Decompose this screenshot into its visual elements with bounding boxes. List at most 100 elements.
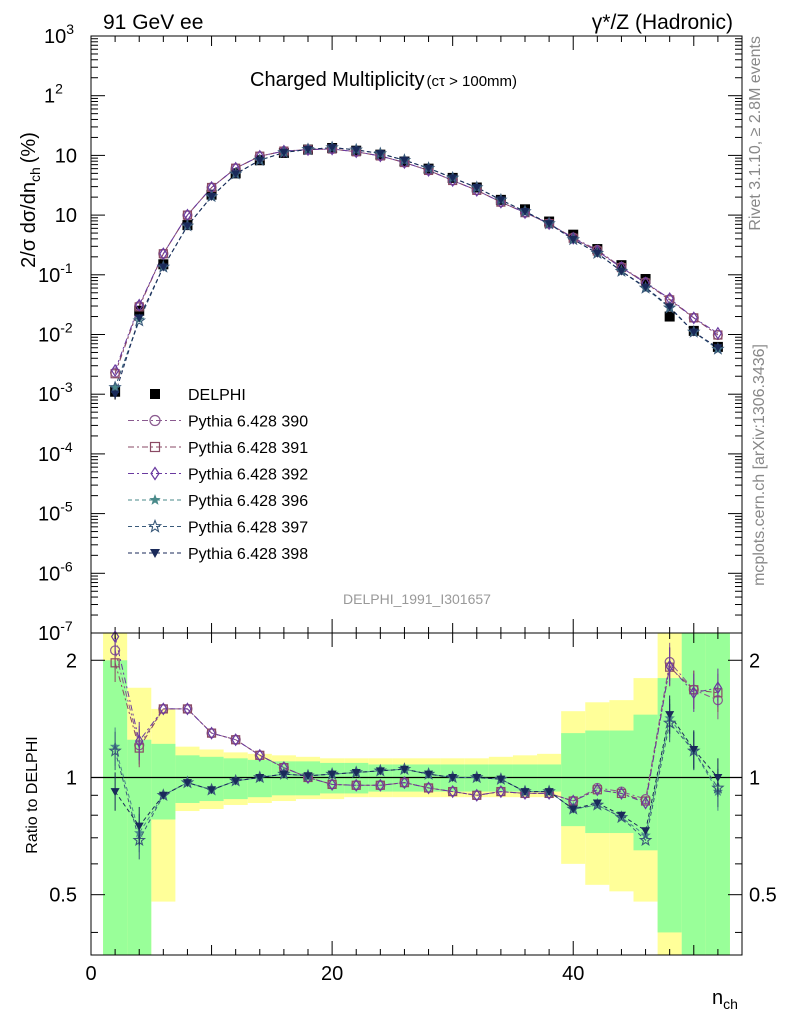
ratio-point-pythia-6-428-398 [665, 711, 675, 720]
x-tick-label: 40 [562, 963, 584, 985]
point-pythia-6-428-391 [110, 369, 120, 379]
ratio-point-pythia-6-428-398 [399, 765, 409, 774]
ratio-point-pythia-6-428-392 [424, 781, 433, 795]
xlabel: nch [712, 987, 738, 1012]
ratio-point-pythia-6-428-398 [641, 827, 651, 836]
ratio-point-pythia-6-428-398 [424, 770, 434, 779]
main-ylabel-text: 2/σ dσ/dn [18, 182, 40, 268]
main-ylabel-unit: (%) [18, 132, 40, 163]
analysis-id: DELPHI_1991_I301657 [343, 591, 491, 607]
ratio-y-tick-label-right: 0.5 [749, 885, 777, 907]
ratio-point-pythia-6-428-392 [327, 777, 337, 791]
ratio-line-pythia-6-428-398 [114, 713, 719, 832]
main-y-tick-label: 10-6 [38, 558, 73, 585]
ratio-point-pythia-6-428-398 [592, 799, 602, 808]
ratio-point-pythia-6-428-398 [207, 786, 217, 795]
mcplots-label: mcplots.cern.ch [arXiv:1306.3436] [751, 344, 768, 586]
main-ylabel: 2/σ dσ/dnch (%) [18, 132, 43, 268]
point-pythia-6-428-398 [351, 146, 361, 155]
ratio-point-pythia-6-428-398 [351, 768, 361, 777]
ratio-point-pythia-6-428-398 [375, 767, 385, 776]
point-delphi [664, 311, 675, 322]
point-pythia-6-428-398 [182, 222, 192, 231]
ratio-ylabel: Ratio to DELPHI [24, 736, 41, 853]
legend-marker-pythia-6-428-392 [150, 466, 160, 481]
ratio-band-green [585, 730, 610, 834]
legend-label-pythia-6-428-398: Pythia 6.428 398 [188, 546, 308, 563]
point-pythia-6-428-398 [158, 263, 168, 272]
legend-label-pythia-6-428-390: Pythia 6.428 390 [188, 414, 308, 431]
ratio-point-pythia-6-428-392 [255, 748, 264, 762]
legend-marker-pythia-6-428-397 [147, 518, 163, 533]
point-pythia-6-428-392 [110, 363, 120, 378]
point-pythia-6-428-398 [665, 303, 675, 312]
ratio-point-pythia-6-428-398 [231, 777, 241, 786]
main-y-tick-label: 10-2 [38, 320, 73, 347]
ratio-y-tick-label-right: 2 [749, 650, 760, 672]
point-pythia-6-428-397 [108, 380, 122, 394]
point-pythia-6-428-398 [424, 164, 434, 173]
main-title-suffix: (cτ > 100mm) [427, 73, 518, 90]
header-left: 91 GeV ee [103, 11, 203, 34]
point-pythia-6-428-398 [303, 145, 313, 154]
ratio-point-pythia-6-428-392 [159, 702, 168, 716]
ratio-point-pythia-6-428-392 [448, 784, 457, 799]
ratio-point-pythia-6-428-398 [568, 805, 578, 814]
ratio-plot-frame [90, 632, 743, 956]
point-pythia-6-428-398 [592, 249, 602, 258]
ratio-point-pythia-6-428-392 [496, 784, 506, 799]
ratio-point-pythia-6-428-398 [713, 773, 723, 782]
point-pythia-6-428-397 [132, 313, 147, 327]
ratio-point-pythia-6-428-398 [496, 775, 506, 784]
ratio-point-pythia-6-428-398 [520, 788, 530, 797]
ratio-point-pythia-6-428-398 [472, 773, 482, 782]
ratio-point-pythia-6-428-392 [110, 630, 120, 644]
main-y-tick-label: 10-3 [38, 379, 73, 406]
point-pythia-6-428-392 [159, 247, 168, 261]
main-y-tick-label: 10 [55, 145, 77, 167]
legend: DELPHI Pythia 6.428 390 Pythia 6.428 391 Py… [128, 387, 308, 563]
ratio-y-tick-label-left: 0.5 [49, 885, 77, 907]
point-pythia-6-428-398 [689, 328, 699, 337]
ratio-point-pythia-6-428-398 [134, 822, 144, 831]
ratio-point-pythia-6-428-398 [158, 791, 168, 800]
ratio-point-pythia-6-428-398 [255, 773, 265, 782]
main-y-tick-label: 10-5 [38, 499, 73, 526]
ratio-point-pythia-6-428-398 [544, 788, 554, 797]
legend-marker-delphi [150, 389, 160, 399]
main-y-tick-label: 10-4 [38, 439, 73, 466]
ratio-point-pythia-6-428-392 [183, 702, 192, 716]
point-pythia-6-428-398 [255, 156, 265, 165]
point-pythia-6-428-392 [713, 326, 723, 340]
point-pythia-6-428-398 [448, 174, 458, 183]
legend-marker-pythia-6-428-398 [150, 549, 160, 558]
xlabel-sub: ch [723, 996, 738, 1012]
ratio-point-pythia-6-428-392 [713, 681, 723, 695]
main-y-tick-label: 10-1 [38, 260, 73, 287]
ratio-point-pythia-6-428-398 [448, 773, 458, 782]
ratio-point-pythia-6-428-392 [135, 734, 144, 748]
main-y-tick-label: 12 [44, 81, 63, 108]
ratio-y-tick-label-left: 1 [66, 767, 77, 789]
xlabel-text: n [712, 987, 723, 1009]
legend-marker-pythia-6-428-390 [149, 414, 161, 427]
ratio-point-pythia-6-428-392 [352, 778, 361, 792]
ratio-point-pythia-6-428-398 [327, 770, 337, 779]
ratio-band-green [199, 756, 224, 802]
ratio-y-tick-label-right: 1 [749, 767, 760, 789]
ratio-point-pythia-6-428-398 [182, 779, 192, 788]
ratio-band-green [151, 743, 176, 820]
ratio-point-pythia-6-428-398 [616, 811, 626, 820]
point-pythia-6-428-398 [399, 156, 409, 165]
legend-marker-pythia-6-428-391 [149, 441, 161, 453]
ratio-point-pythia-6-428-397 [638, 833, 653, 846]
ratio-point-pythia-6-428-392 [617, 786, 626, 801]
point-pythia-6-428-398 [496, 196, 506, 205]
ratio-line-pythia-6-428-392 [114, 636, 719, 804]
ratio-point-pythia-6-428-392 [641, 796, 650, 810]
ratio-point-pythia-6-428-398 [110, 788, 120, 797]
point-pythia-6-428-398 [327, 144, 337, 153]
point-pythia-6-428-392 [689, 311, 698, 325]
main-y-tick-label: 10 [55, 205, 77, 227]
